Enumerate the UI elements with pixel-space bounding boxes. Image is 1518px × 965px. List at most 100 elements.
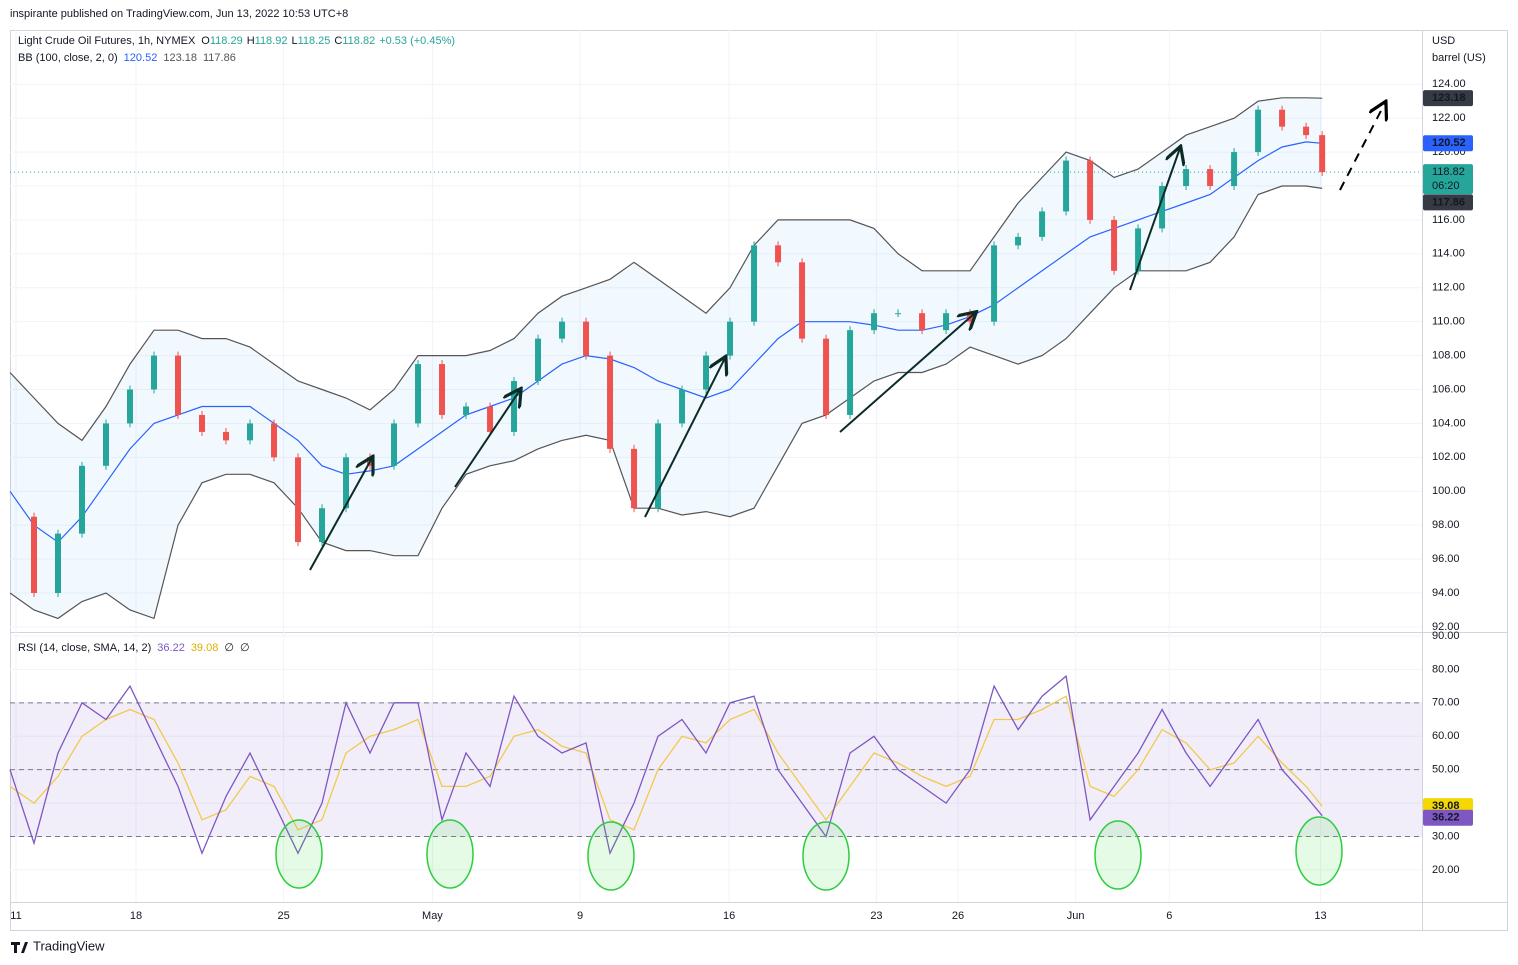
y-tick-label: 92.00 xyxy=(1432,621,1460,633)
candle-body xyxy=(991,245,998,322)
frame xyxy=(10,30,1508,931)
y-tick-label: 106.00 xyxy=(1432,383,1466,395)
candle-body xyxy=(1207,169,1214,187)
arrow xyxy=(309,458,372,571)
candle-body xyxy=(1183,169,1190,187)
x-tick-label: 6 xyxy=(1166,910,1172,922)
candle-body xyxy=(1039,211,1046,237)
marks xyxy=(9,97,1422,856)
ohlc-label: L xyxy=(291,35,297,47)
badge-lower: 117.86 xyxy=(1432,196,1465,208)
arrow xyxy=(644,358,725,518)
candle-body xyxy=(175,355,182,415)
badge-basis-bg xyxy=(1423,135,1473,152)
candle-body xyxy=(535,338,542,382)
candle-body xyxy=(1015,236,1022,246)
ohlc-value: 118.25 xyxy=(298,35,331,47)
y-tick-label: 94.00 xyxy=(1432,587,1460,599)
x-tick-label: 11 xyxy=(10,910,21,922)
bb-fill xyxy=(10,97,1323,619)
brand: TradingView xyxy=(33,938,105,953)
ohlc-label: C xyxy=(334,35,342,47)
circle xyxy=(426,819,474,889)
y-tick-label: 108.00 xyxy=(1432,349,1466,361)
candle-body xyxy=(1303,126,1310,136)
y-tick-label: 124.00 xyxy=(1432,78,1466,90)
rsi-line xyxy=(9,674,1323,856)
legend-bb: BB (100, close, 2, 0) 120.52 123.18 117.86 xyxy=(18,52,236,64)
candle-body xyxy=(199,414,206,432)
candle-body xyxy=(1319,135,1326,173)
candle-body xyxy=(511,381,518,432)
footer: TradingView xyxy=(11,938,105,953)
legend-price: Light Crude Oil Futures, 1h, NYMEX O118.2… xyxy=(18,35,455,47)
bb-lower: 117.86 xyxy=(203,52,236,64)
candle-body xyxy=(55,533,62,593)
ohlc-value: 118.29 xyxy=(210,35,243,47)
candle-body xyxy=(919,313,926,331)
header: inspirante published on TradingView.com,… xyxy=(10,8,348,20)
y-tick-label: 116.00 xyxy=(1432,214,1465,226)
x-tick-label: 16 xyxy=(723,910,735,922)
candle-body xyxy=(463,406,470,415)
ohlc-value: 118.92 xyxy=(255,35,288,47)
y-tick-label: 104.00 xyxy=(1432,417,1466,429)
arrow xyxy=(1129,148,1180,291)
y-tick-label: 96.00 xyxy=(1432,553,1460,565)
candle-body xyxy=(391,423,398,466)
x-tick-label: 13 xyxy=(1314,910,1326,922)
currency: USD xyxy=(1432,35,1455,47)
extra: ∅ xyxy=(224,642,234,654)
badge-upper-bg xyxy=(1423,90,1473,107)
legend-rsi: RSI (14, close, SMA, 14, 2) 36.22 39.08 ∅ ∅ xyxy=(18,642,250,654)
candle-body xyxy=(1255,109,1262,153)
x-tick-label: 23 xyxy=(870,910,882,922)
candle-body xyxy=(1087,160,1094,220)
candle-body xyxy=(607,355,614,449)
y-tick-label: 98.00 xyxy=(1432,519,1460,531)
y-tick-label: 100.00 xyxy=(1432,485,1466,497)
arrow xyxy=(839,313,975,433)
sma-value: 39.08 xyxy=(191,642,219,654)
candle-body xyxy=(439,364,446,415)
candle-body xyxy=(847,330,854,415)
annotations xyxy=(275,103,1385,891)
candle-body xyxy=(583,321,590,356)
candle-body xyxy=(751,245,758,322)
candle-body xyxy=(679,389,686,424)
y-tick-label: 60.00 xyxy=(1432,730,1460,742)
candle-body xyxy=(631,448,638,509)
candle-body xyxy=(295,457,302,543)
candle-body xyxy=(559,321,566,339)
y-tick-label: 112.00 xyxy=(1432,282,1465,294)
badge-upper: 123.18 xyxy=(1432,92,1466,104)
circle xyxy=(802,821,850,891)
ohlc: O118.29 H118.92 L118.25 C118.82 xyxy=(201,35,375,47)
countdown: 06:20 xyxy=(1432,180,1460,192)
x-tick-label: 26 xyxy=(952,910,964,922)
circle xyxy=(275,819,323,889)
candle-body xyxy=(727,321,734,356)
unit: barrel (US) xyxy=(1432,52,1486,64)
circle xyxy=(587,821,635,891)
badge-lower-bg xyxy=(1423,194,1473,211)
circle xyxy=(1094,820,1142,890)
candle-body xyxy=(799,262,806,339)
y-tick-label: 102.00 xyxy=(1432,451,1466,463)
bb-basis: 120.52 xyxy=(124,52,158,64)
ohlc-label: O xyxy=(201,35,210,47)
rsi-sma xyxy=(9,695,1323,831)
x-tick-label: 9 xyxy=(577,910,583,922)
candle-body xyxy=(1111,219,1118,271)
badge-sma: 39.08 xyxy=(1432,800,1460,812)
badge-rsi-bg xyxy=(1423,809,1473,826)
candle-body xyxy=(1231,152,1238,187)
y-tick-label: 90.00 xyxy=(1432,630,1460,642)
change: +0.53 (+0.45%) xyxy=(379,35,455,47)
logo xyxy=(11,942,28,953)
candle-body xyxy=(1279,109,1286,127)
y-tick-label: 80.00 xyxy=(1432,663,1460,675)
candle-body xyxy=(655,423,662,509)
